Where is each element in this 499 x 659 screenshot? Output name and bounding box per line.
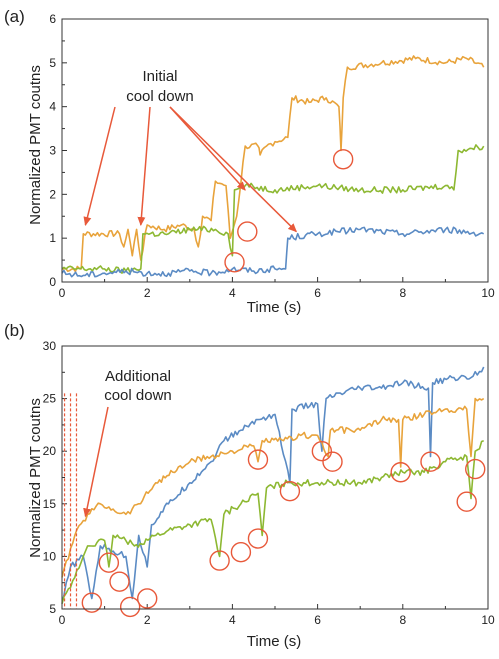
panel-b-x-axis-label: Time (s) [247, 633, 301, 650]
y-tick-label: 3 [49, 144, 56, 158]
highlight-circle [209, 550, 230, 571]
panel-a: (a) Normalized PMT coutns Time (s) Initi… [4, 7, 495, 316]
highlight-circle [109, 571, 130, 592]
x-tick-label: 2 [144, 613, 151, 627]
highlight-circle [420, 451, 441, 472]
panel-a-annotation-arrow [137, 106, 151, 227]
y-tick-label: 4 [49, 100, 56, 114]
highlight-circle [230, 541, 252, 563]
y-tick-label: 0 [49, 275, 56, 289]
highlight-circle [465, 458, 486, 480]
x-tick-label: 10 [481, 613, 495, 627]
x-tick-label: 2 [144, 286, 151, 300]
series-line-2 [61, 439, 484, 604]
highlight-circle [247, 528, 269, 549]
x-tick-label: 6 [314, 286, 321, 300]
panel-b: (b) Normalized PMT coutns Time (s) Addit… [4, 321, 495, 650]
highlight-circle [237, 221, 258, 242]
series-line-0 [62, 55, 485, 273]
highlight-circle [322, 451, 343, 472]
highlight-circle [98, 552, 120, 573]
panel-a-series [61, 55, 485, 278]
panel-a-y-axis-label: Normalized PMT coutns [27, 65, 44, 225]
highlight-circle [224, 252, 245, 273]
x-tick-label: 6 [314, 613, 321, 627]
panel-b-plot-frame [61, 345, 489, 610]
x-tick-label: 8 [399, 613, 406, 627]
panel-a-markers [83, 106, 354, 273]
highlight-circle [456, 491, 477, 512]
panel-b-series [61, 366, 485, 604]
panel-b-ticks: 0 2 4 6 8 10 5 10 15 20 25 30 [43, 339, 495, 627]
x-tick-label: 0 [59, 286, 66, 300]
highlight-circle [247, 449, 269, 470]
panel-b-y-axis-label: Normalized PMT coutns [27, 398, 44, 558]
highlight-circle [390, 462, 411, 483]
x-tick-label: 8 [399, 286, 406, 300]
panel-a-annotation-arrow [83, 106, 116, 226]
highlight-circle [332, 149, 354, 170]
panel-a-annotation-line-1: Initial [142, 68, 177, 85]
y-tick-label: 1 [49, 231, 56, 245]
highlight-circle [136, 588, 158, 609]
x-tick-label: 4 [229, 613, 236, 627]
panel-a-x-axis-label: Time (s) [247, 299, 301, 316]
highlight-circle [279, 480, 301, 502]
y-tick-label: 6 [49, 12, 56, 26]
panel-a-ticks: 0 2 4 6 8 10 0 1 2 3 4 5 6 [49, 12, 495, 300]
panel-a-label: (a) [4, 7, 25, 26]
y-tick-label: 20 [43, 444, 57, 458]
panel-b-label: (b) [4, 321, 25, 340]
panel-b-markers [63, 393, 486, 618]
y-tick-label: 2 [49, 187, 56, 201]
series-line-2 [61, 226, 485, 278]
panel-b-annotation-line-1: Additional [105, 368, 171, 385]
highlight-circle [311, 441, 333, 462]
x-tick-label: 4 [229, 286, 236, 300]
y-tick-label: 25 [43, 392, 57, 406]
panel-b-annotation-line-2: cool down [104, 387, 172, 404]
y-tick-label: 5 [49, 602, 56, 616]
panel-a-annotation-line-2: cool down [126, 88, 194, 105]
x-tick-label: 0 [59, 613, 66, 627]
panel-a-annotation-arrow [169, 106, 246, 191]
y-tick-label: 30 [43, 339, 57, 353]
y-tick-label: 5 [49, 56, 56, 70]
series-line-1 [61, 397, 485, 578]
panel-a-plot-frame [61, 18, 489, 283]
x-tick-label: 10 [481, 286, 495, 300]
y-tick-label: 10 [43, 549, 57, 563]
series-line-0 [61, 366, 485, 604]
y-tick-label: 15 [43, 497, 57, 511]
highlight-circle [119, 596, 141, 618]
highlight-circle [81, 592, 103, 613]
panel-a-annotation-arrow [169, 106, 298, 233]
panel-b-annotation-arrow [83, 406, 109, 518]
